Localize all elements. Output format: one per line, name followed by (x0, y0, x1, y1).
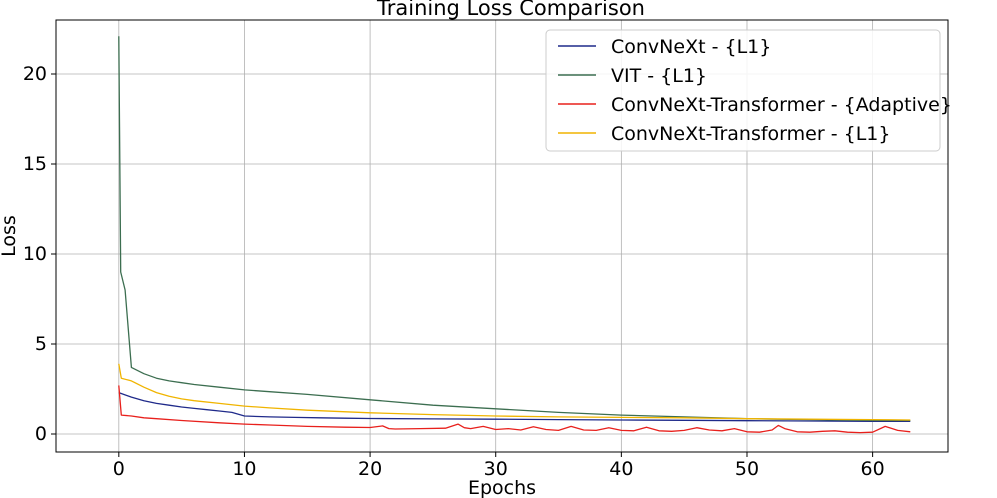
x-tick-label: 40 (609, 458, 633, 480)
x-tick-label: 20 (358, 458, 382, 480)
legend-frame (545, 29, 941, 152)
series-line-convnext-transformer-l1 (118, 363, 911, 421)
legend-entry-label: ConvNeXt - {L1} (611, 36, 771, 58)
legend-entry-label: ConvNeXt-Transformer - {Adaptive} (611, 94, 952, 116)
legend: ConvNeXt - {L1} VIT - {L1} ConvNeXt-Transf… (545, 29, 952, 152)
y-tick-label: 20 (23, 63, 47, 85)
chart-title: Training Loss Comparison (376, 0, 645, 20)
x-axis-label: Epochs (468, 477, 536, 498)
y-tick-label: 15 (23, 153, 47, 175)
x-tick-label: 30 (484, 458, 508, 480)
y-tick-label: 5 (35, 333, 47, 355)
x-tick-label: 50 (735, 458, 759, 480)
series-line-convnext-l1 (118, 391, 911, 423)
x-tick-label: 60 (861, 458, 885, 480)
x-tick-label: 10 (232, 458, 256, 480)
legend-entry-label: ConvNeXt-Transformer - {L1} (611, 123, 890, 145)
plot-frame (55, 19, 949, 453)
axis-ticks: 0 10 20 30 40 50 60 0 5 10 15 20 (23, 63, 885, 480)
legend-entry-label: VIT - {L1} (611, 65, 707, 87)
series-line-convnext-transformer-adaptive (118, 385, 911, 434)
series-lines (118, 36, 911, 434)
x-tick-label: 0 (113, 458, 125, 480)
y-axis-label: Loss (0, 215, 20, 257)
y-tick-label: 0 (35, 423, 47, 445)
y-tick-label: 10 (23, 243, 47, 265)
